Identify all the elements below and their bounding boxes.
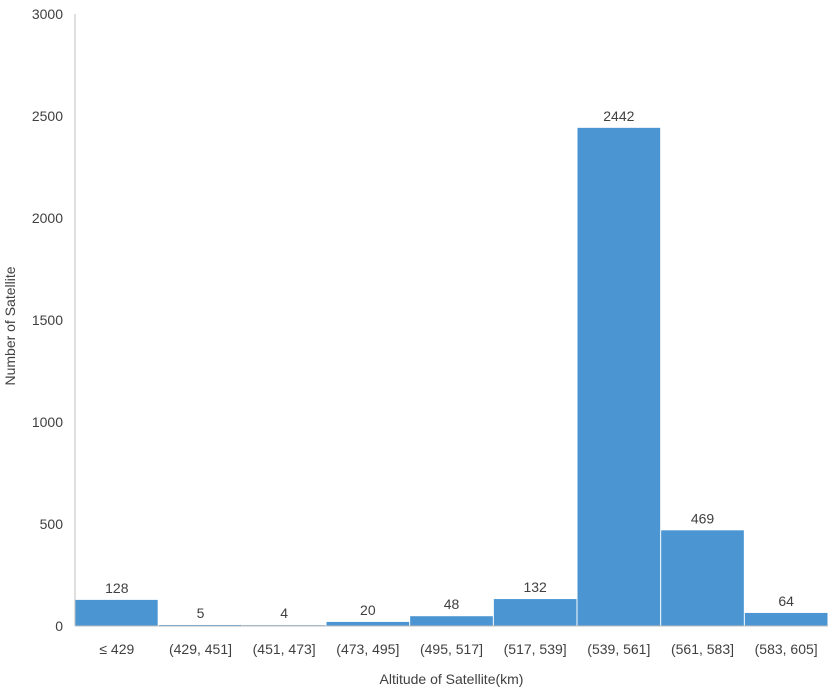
bar xyxy=(493,599,577,626)
y-tick-label: 1000 xyxy=(32,414,63,430)
x-tick-label: ≤ 429 xyxy=(99,641,134,657)
x-tick-label: (473, 495] xyxy=(336,641,399,657)
bar xyxy=(75,599,158,626)
bar xyxy=(661,530,744,626)
x-tick-label: (495, 517] xyxy=(420,641,483,657)
bars-group xyxy=(75,127,828,626)
y-tick-label: 2500 xyxy=(32,108,63,124)
y-axis-ticks: 0 500 1000 1500 2000 2500 3000 xyxy=(32,6,63,634)
bar-value-label: 469 xyxy=(691,510,715,526)
bar-value-label: 20 xyxy=(360,602,376,618)
bar xyxy=(577,127,661,626)
x-tick-label: (517, 539] xyxy=(504,641,567,657)
bar xyxy=(326,621,410,626)
bar-value-label: 48 xyxy=(444,596,460,612)
bar xyxy=(744,612,828,626)
bar-value-label: 64 xyxy=(778,593,794,609)
y-tick-label: 500 xyxy=(40,516,64,532)
data-labels-group: 128 5 4 20 48 132 2442 469 64 xyxy=(105,108,794,621)
x-tick-label: (539, 561] xyxy=(587,641,650,657)
bar-value-label: 4 xyxy=(280,605,288,621)
bar xyxy=(159,624,242,626)
bar-value-label: 132 xyxy=(523,579,547,595)
x-axis-title: Altitude of Satellite(km) xyxy=(380,671,524,687)
bar-value-label: 128 xyxy=(105,580,129,596)
y-tick-label: 3000 xyxy=(32,6,63,22)
bar xyxy=(410,616,493,626)
x-axis-ticks: ≤ 429 (429, 451] (451, 473] (473, 495] (495,… xyxy=(99,641,817,657)
y-axis-title: Number of Satellite xyxy=(2,266,18,385)
bar-value-label: 2442 xyxy=(603,108,634,124)
y-tick-label: 1500 xyxy=(32,312,63,328)
x-tick-label: (583, 605] xyxy=(755,641,818,657)
x-tick-label: (429, 451] xyxy=(169,641,232,657)
x-tick-label: (561, 583] xyxy=(671,641,734,657)
x-tick-label: (451, 473] xyxy=(253,641,316,657)
bar-value-label: 5 xyxy=(197,605,205,621)
y-tick-label: 2000 xyxy=(32,210,63,226)
y-tick-label: 0 xyxy=(55,618,63,634)
